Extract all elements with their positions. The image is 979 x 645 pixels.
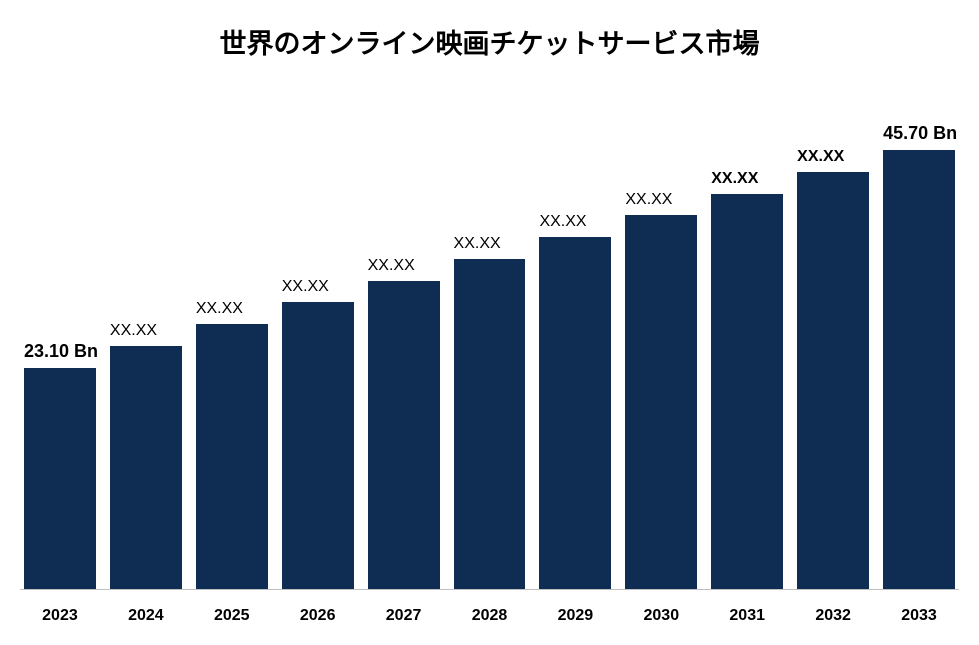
bar-column: 45.70 Bn [883, 150, 955, 590]
bar-fill [24, 368, 96, 590]
bar-value-label: XX.XX [625, 191, 672, 209]
bar-fill [883, 150, 955, 590]
x-axis-label: 2025 [196, 607, 268, 625]
x-axis-label: 2033 [883, 607, 955, 625]
bar-value-label: XX.XX [196, 300, 243, 318]
x-axis-label: 2026 [282, 607, 354, 625]
bar-fill [454, 259, 526, 590]
chart-title: 世界のオンライン映画チケットサービス市場 [0, 0, 979, 61]
bar-value-label: XX.XX [797, 148, 844, 166]
x-axis-line [20, 589, 959, 590]
bar-fill [110, 346, 182, 590]
bar-fill [797, 172, 869, 590]
bar-fill [539, 237, 611, 590]
bar-value-label: XX.XX [282, 278, 329, 296]
bar-column: XX.XX [110, 150, 182, 590]
bar-value-label: XX.XX [711, 170, 758, 188]
bar-fill [625, 215, 697, 590]
bar-value-label: 45.70 Bn [883, 123, 957, 144]
bar-column: XX.XX [711, 150, 783, 590]
x-axis-label: 2029 [539, 607, 611, 625]
bar-column: XX.XX [454, 150, 526, 590]
x-axis-labels: 2023 2024 2025 2026 2027 2028 2029 2030 2031 2032… [20, 607, 959, 625]
x-axis-label: 2024 [110, 607, 182, 625]
bar-fill [282, 302, 354, 590]
chart-plot-area: 23.10 Bn XX.XX XX.XX XX.XX XX.XX XX.XX XX.XX XX… [20, 150, 959, 590]
bar-column: XX.XX [797, 150, 869, 590]
bar-column: XX.XX [368, 150, 440, 590]
bar-column: XX.XX [625, 150, 697, 590]
bars-container: 23.10 Bn XX.XX XX.XX XX.XX XX.XX XX.XX XX.XX XX… [20, 150, 959, 590]
bar-value-label: XX.XX [539, 213, 586, 231]
bar-fill [196, 324, 268, 590]
bar-column: XX.XX [196, 150, 268, 590]
bar-fill [368, 281, 440, 590]
bar-column: 23.10 Bn [24, 150, 96, 590]
x-axis-label: 2023 [24, 607, 96, 625]
bar-value-label: XX.XX [368, 257, 415, 275]
x-axis-label: 2030 [625, 607, 697, 625]
bar-fill [711, 194, 783, 590]
x-axis-label: 2031 [711, 607, 783, 625]
bar-value-label: XX.XX [454, 235, 501, 253]
x-axis-label: 2027 [368, 607, 440, 625]
x-axis-label: 2032 [797, 607, 869, 625]
x-axis-label: 2028 [454, 607, 526, 625]
bar-value-label: 23.10 Bn [24, 341, 98, 362]
bar-column: XX.XX [539, 150, 611, 590]
bar-value-label: XX.XX [110, 322, 157, 340]
bar-column: XX.XX [282, 150, 354, 590]
